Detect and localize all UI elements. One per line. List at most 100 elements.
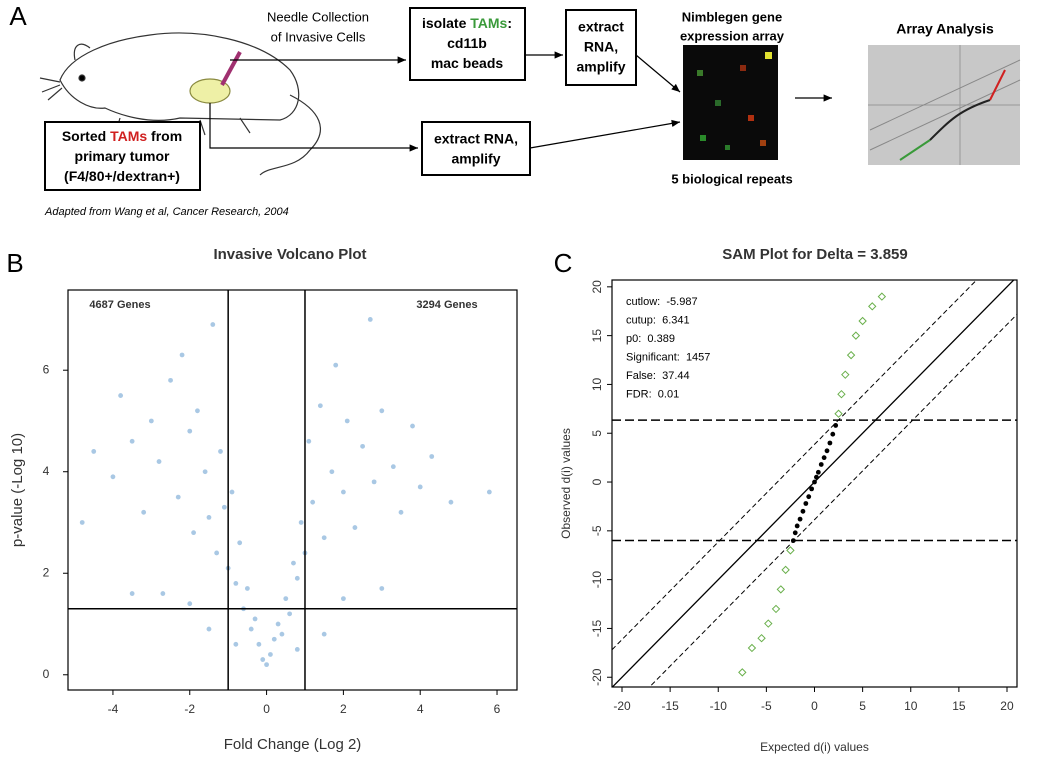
box-text-part: isolate <box>422 15 470 31</box>
point <box>218 449 223 454</box>
x-tick-label: -15 <box>661 699 679 713</box>
point <box>764 619 773 628</box>
point <box>202 469 208 475</box>
point <box>809 486 815 492</box>
point <box>344 418 350 424</box>
point <box>803 501 809 506</box>
point <box>747 643 757 653</box>
point <box>141 509 147 515</box>
diagonal <box>612 280 1015 687</box>
point <box>244 586 250 591</box>
point <box>275 621 281 627</box>
point <box>248 626 254 632</box>
x-tick-label: 0 <box>263 702 270 716</box>
point <box>317 403 323 409</box>
point <box>237 540 243 546</box>
x-tick-label: -5 <box>761 699 772 713</box>
point <box>187 601 193 607</box>
stat-text: cutup: 6.341 <box>626 314 690 326</box>
point <box>306 438 312 444</box>
stat-label: Significant: <box>626 351 680 363</box>
stat-value: 37.44 <box>662 370 690 382</box>
step-label: Needle Collection <box>267 9 369 24</box>
stat-text: cutlow: -5.987 <box>626 296 698 308</box>
point <box>195 408 200 414</box>
stat-label: FDR: <box>626 388 652 400</box>
y-tick-label: 0 <box>43 667 50 681</box>
point <box>333 362 339 368</box>
step-label: of Invasive Cells <box>271 29 366 44</box>
box-text-part: (F4/80+/dextran+) <box>64 168 180 184</box>
point <box>79 520 85 525</box>
point <box>379 408 385 414</box>
stat-value: 6.341 <box>662 314 690 326</box>
y-tick-label: -10 <box>590 571 604 589</box>
point <box>279 631 285 637</box>
box-text: Sorted TAMs from <box>62 128 182 144</box>
y-tick-label: 10 <box>590 377 604 391</box>
point <box>794 523 800 529</box>
point <box>806 494 812 500</box>
stat-text: Significant: 1457 <box>626 351 710 363</box>
point <box>321 535 327 541</box>
point <box>229 489 235 495</box>
point <box>179 352 185 358</box>
stat-value: -5.987 <box>666 296 697 308</box>
annotation: 4687 Genes <box>89 299 150 311</box>
stat-text: p0: 0.389 <box>626 333 675 345</box>
x-tick-label: -4 <box>108 702 119 716</box>
stat-text: False: 37.44 <box>626 370 690 382</box>
credit: Adapted from Wang et al, Cancer Research… <box>44 206 289 218</box>
point <box>256 641 262 647</box>
point <box>792 530 798 536</box>
x-tick-label: 15 <box>952 699 966 713</box>
box-text: isolate TAMs: <box>422 15 512 31</box>
point <box>360 443 365 449</box>
point <box>834 409 843 418</box>
image-caption: 5 biological repeats <box>671 171 792 186</box>
point <box>160 591 166 596</box>
point <box>340 489 346 495</box>
point <box>858 316 867 326</box>
x-tick-label: 4 <box>417 702 424 716</box>
point <box>771 604 781 614</box>
point <box>187 428 193 434</box>
box-text-part: TAMs <box>110 128 147 144</box>
point <box>148 418 154 424</box>
point <box>429 454 435 459</box>
point <box>448 499 454 505</box>
stat-label: False: <box>626 370 656 382</box>
point <box>841 370 850 379</box>
chart-title-value: 3.859 <box>870 246 908 263</box>
box-text: amplify <box>576 59 625 75</box>
delta-line <box>612 280 978 651</box>
panel-label: A <box>9 1 27 31</box>
point <box>129 438 135 444</box>
analysis-image <box>868 45 1021 165</box>
point <box>417 484 423 490</box>
point <box>800 508 806 514</box>
point <box>367 317 373 322</box>
point <box>310 499 316 505</box>
point <box>175 494 181 500</box>
chart-title: Invasive Volcano Plot <box>213 246 366 263</box>
point <box>877 292 887 301</box>
y-tick-label: 4 <box>43 464 50 478</box>
chart-title-text: SAM Plot for Delta = <box>722 246 866 263</box>
point <box>390 464 396 470</box>
point <box>786 546 795 555</box>
chart-title-text: Invasive Volcano Plot <box>213 246 366 263</box>
image-title: Nimblegen gene <box>682 9 782 24</box>
box-text: amplify <box>451 151 500 167</box>
point <box>776 585 786 594</box>
point <box>210 322 216 327</box>
point <box>815 469 821 475</box>
point <box>851 331 861 340</box>
box-text: mac beads <box>431 55 504 71</box>
point <box>340 596 346 602</box>
stat-value: 0.01 <box>658 388 679 400</box>
point <box>233 581 239 586</box>
point <box>291 560 296 566</box>
x-tick-label: 5 <box>859 699 866 713</box>
